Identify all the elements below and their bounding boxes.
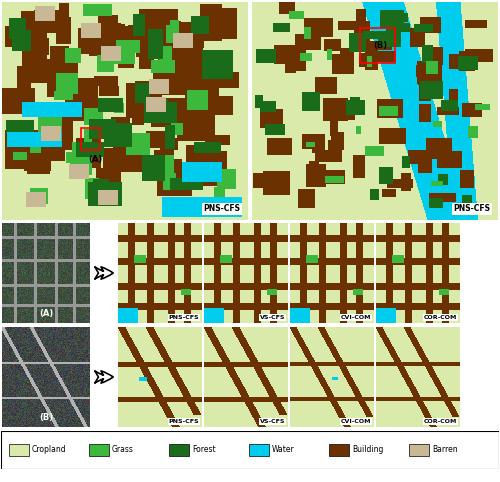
Text: PNS-CFS: PNS-CFS — [204, 204, 240, 214]
Bar — [169, 444, 189, 456]
Text: (B): (B) — [39, 413, 53, 422]
Text: VS-CFS: VS-CFS — [260, 419, 285, 424]
Text: Cropland: Cropland — [32, 445, 66, 455]
Bar — [89, 444, 109, 456]
Bar — [80, 128, 100, 150]
Text: (A): (A) — [39, 309, 53, 318]
Text: (B): (B) — [373, 41, 387, 50]
Text: CVI-COM: CVI-COM — [341, 419, 372, 424]
Bar — [329, 444, 349, 456]
Text: Water: Water — [272, 445, 294, 455]
Text: Forest: Forest — [192, 445, 216, 455]
Text: PNS-CFS: PNS-CFS — [454, 204, 490, 214]
Text: PNS-CFS: PNS-CFS — [169, 419, 200, 424]
Bar — [9, 444, 29, 456]
Bar — [360, 28, 394, 63]
Text: Barren: Barren — [432, 445, 458, 455]
Text: Building: Building — [352, 445, 384, 455]
Text: VS-CFS: VS-CFS — [260, 315, 285, 320]
Bar — [249, 444, 269, 456]
Text: COR-COM: COR-COM — [424, 419, 458, 424]
Bar — [409, 444, 429, 456]
Text: Grass: Grass — [112, 445, 134, 455]
Text: PNS-CFS: PNS-CFS — [169, 315, 200, 320]
Text: CVI-COM: CVI-COM — [341, 315, 372, 320]
Text: COR-COM: COR-COM — [424, 315, 458, 320]
Text: (A): (A) — [88, 155, 102, 163]
